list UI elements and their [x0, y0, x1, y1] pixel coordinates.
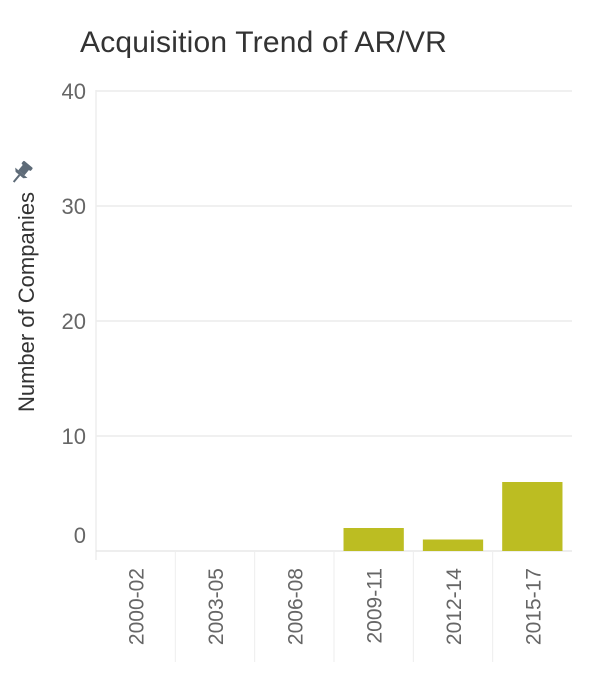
x-tick-label: 2015-17	[522, 568, 545, 645]
x-tick-label: 2009-11	[364, 568, 387, 644]
bars	[343, 482, 563, 552]
chart-title: Acquisition Trend of AR/VR	[80, 26, 448, 59]
y-tick-label: 0	[74, 523, 86, 548]
y-axis-ticks: 0 10 20 30 40	[62, 79, 86, 548]
y-axis-title: Number of Companies	[14, 192, 39, 412]
bar-2015-17[interactable]	[502, 482, 563, 551]
bar-2012-14[interactable]	[422, 539, 484, 552]
y-tick-label: 40	[62, 79, 86, 104]
y-tick-label: 30	[62, 194, 86, 219]
pin-icon[interactable]	[8, 159, 35, 187]
gridlines	[95, 90, 572, 662]
x-tick-label: 2006-08	[284, 568, 307, 645]
bar-2009-11[interactable]	[343, 528, 404, 551]
x-tick-label: 2003-05	[205, 568, 228, 645]
x-tick-label: 2012-14	[443, 568, 466, 645]
y-tick-label: 20	[62, 309, 86, 334]
x-axis-ticks: 2000-02 2003-05 2006-08 2009-11 2012-14 2015-…	[126, 568, 546, 645]
x-tick-label: 2000-02	[126, 568, 149, 645]
y-tick-label: 10	[62, 424, 86, 449]
